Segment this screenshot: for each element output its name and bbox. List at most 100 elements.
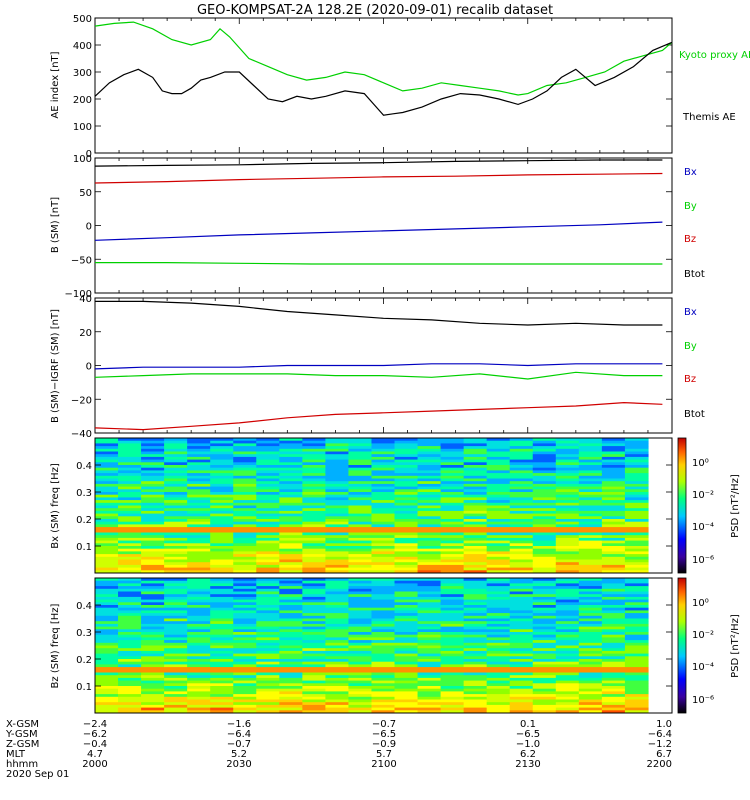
spectrogram-cell <box>509 688 534 692</box>
spectrogram-cell <box>394 637 419 641</box>
spectrogram-cell <box>118 613 142 617</box>
spectrogram-cell <box>118 510 142 514</box>
spectrogram-cell <box>210 546 234 550</box>
spectrogram-cell <box>95 610 119 614</box>
spectrogram-cell <box>394 492 419 496</box>
spectrogram-cell <box>95 594 119 598</box>
spectrogram-cell <box>486 629 511 633</box>
spectrogram-cell <box>463 634 488 638</box>
spectrogram-cell <box>141 667 165 671</box>
spectrogram-cell <box>463 521 488 525</box>
spectrogram-cell <box>187 470 211 474</box>
spectrogram-cell <box>486 699 511 703</box>
spectrogram-cell <box>555 546 580 550</box>
spectrogram-cell <box>325 702 350 706</box>
spectrogram-cell <box>210 467 234 471</box>
spectrogram-cell <box>233 656 257 660</box>
spectrogram-cell <box>417 632 442 636</box>
spectrogram-cell <box>440 454 465 458</box>
spectrogram-cell <box>348 667 373 671</box>
spectrogram-cell <box>509 591 534 595</box>
spectrogram-cell <box>256 599 280 603</box>
spectrogram-cell <box>532 621 557 625</box>
spectrogram-cell <box>141 465 165 469</box>
spectrogram-cell <box>417 642 442 646</box>
spectrogram-cell <box>256 527 280 531</box>
spectrogram-cell <box>348 548 373 552</box>
spectrogram-cell <box>348 467 373 471</box>
spectrogram-cell <box>233 497 257 501</box>
spectrogram-cell <box>394 640 419 644</box>
spectrogram-cell <box>302 467 326 471</box>
spectrogram-cell <box>95 443 119 447</box>
spectrogram-cell <box>417 623 442 627</box>
spectrogram-cell <box>371 640 396 644</box>
spectrogram-cell <box>233 588 257 592</box>
spectrogram-cell <box>302 642 326 646</box>
spectrogram-cell <box>463 588 488 592</box>
spectrogram-cell <box>302 548 326 552</box>
spectrogram-cell <box>371 489 396 493</box>
spectrogram-cell <box>325 645 350 649</box>
spectrogram-cell <box>348 578 373 582</box>
spectrogram-cell <box>233 481 257 485</box>
spectrogram-cell <box>256 677 280 681</box>
spectrogram-cell <box>187 632 211 636</box>
spectrogram-cell <box>394 648 419 652</box>
spectrogram-cell <box>440 494 465 498</box>
spectrogram-cell <box>371 475 396 479</box>
spectrogram-cell <box>624 618 649 622</box>
spectrogram-cell <box>509 667 534 671</box>
spectrogram-cell <box>555 524 580 528</box>
spectrogram-cell <box>141 562 165 566</box>
spectrogram-cell <box>348 637 373 641</box>
spectrogram-cell <box>555 623 580 627</box>
spectrogram-cell <box>187 686 211 690</box>
spectrogram-cell <box>210 473 234 477</box>
spectrogram-cell <box>601 556 626 560</box>
spectrogram-cell <box>417 667 442 671</box>
spectrogram-cell <box>233 502 257 506</box>
spectrogram-cell <box>141 510 165 514</box>
spectrogram-cell <box>440 521 465 525</box>
y-tick-label: 400 <box>73 41 92 52</box>
spectrogram-cell <box>371 554 396 558</box>
spectrogram-cell <box>118 699 142 703</box>
spectrogram-cell <box>95 691 119 695</box>
y-tick-label: 40 <box>79 294 92 305</box>
spectrogram-cell <box>256 554 280 558</box>
spectrogram-cell <box>210 659 234 663</box>
spectrogram-cell <box>302 599 326 603</box>
spectrogram-cell <box>371 540 396 544</box>
spectrogram-cell <box>233 551 257 555</box>
spectrogram-cell <box>417 543 442 547</box>
spectrogram-cell <box>601 634 626 638</box>
spectrogram-cell <box>463 473 488 477</box>
spectrogram-cell <box>118 661 142 665</box>
spectrogram-cell <box>325 562 350 566</box>
spectrogram-cell <box>256 510 280 514</box>
spectrogram-cell <box>187 680 211 684</box>
spectrogram-cell <box>532 661 557 665</box>
spectrogram-cell <box>509 454 534 458</box>
spectrogram-cell <box>486 567 511 571</box>
spectrogram-cell <box>371 629 396 633</box>
spectrogram-cell <box>95 578 119 582</box>
spectrogram-cell <box>578 473 603 477</box>
spectrogram-cell <box>601 672 626 676</box>
spectrogram-cell <box>95 489 119 493</box>
spectrogram-cell <box>325 583 350 587</box>
spectrogram-cell <box>371 710 396 714</box>
spectrogram-cell <box>348 475 373 479</box>
spectrogram-cell <box>486 459 511 463</box>
spectrogram-cell <box>256 486 280 490</box>
spectrogram-cell <box>578 570 603 574</box>
spectrogram-cell <box>118 470 142 474</box>
spectrogram-cell <box>555 583 580 587</box>
spectrogram-cell <box>486 559 511 563</box>
spectrogram-cell <box>256 629 280 633</box>
spectrogram-cell <box>233 443 257 447</box>
spectrogram-cell <box>325 516 350 520</box>
spectrogram-cell <box>302 583 326 587</box>
spectrogram-cell <box>486 537 511 541</box>
